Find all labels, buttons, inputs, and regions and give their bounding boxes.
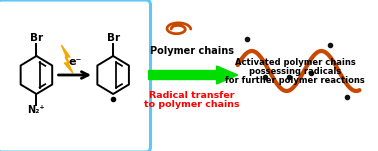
Text: Polymer chains: Polymer chains: [150, 46, 234, 56]
Text: Br: Br: [30, 33, 43, 43]
Text: to polymer chains: to polymer chains: [144, 100, 240, 109]
Text: possessing radicals: possessing radicals: [249, 67, 341, 76]
Polygon shape: [61, 45, 73, 73]
Text: Radical transfer: Radical transfer: [149, 91, 234, 100]
Polygon shape: [149, 66, 238, 84]
Text: N₂⁺: N₂⁺: [28, 105, 45, 115]
Text: for further polymer reactions: for further polymer reactions: [225, 76, 365, 85]
FancyBboxPatch shape: [0, 0, 150, 151]
Text: e⁻: e⁻: [68, 57, 82, 67]
Text: Activated polymer chains: Activated polymer chains: [235, 58, 356, 67]
Text: Br: Br: [107, 33, 120, 43]
